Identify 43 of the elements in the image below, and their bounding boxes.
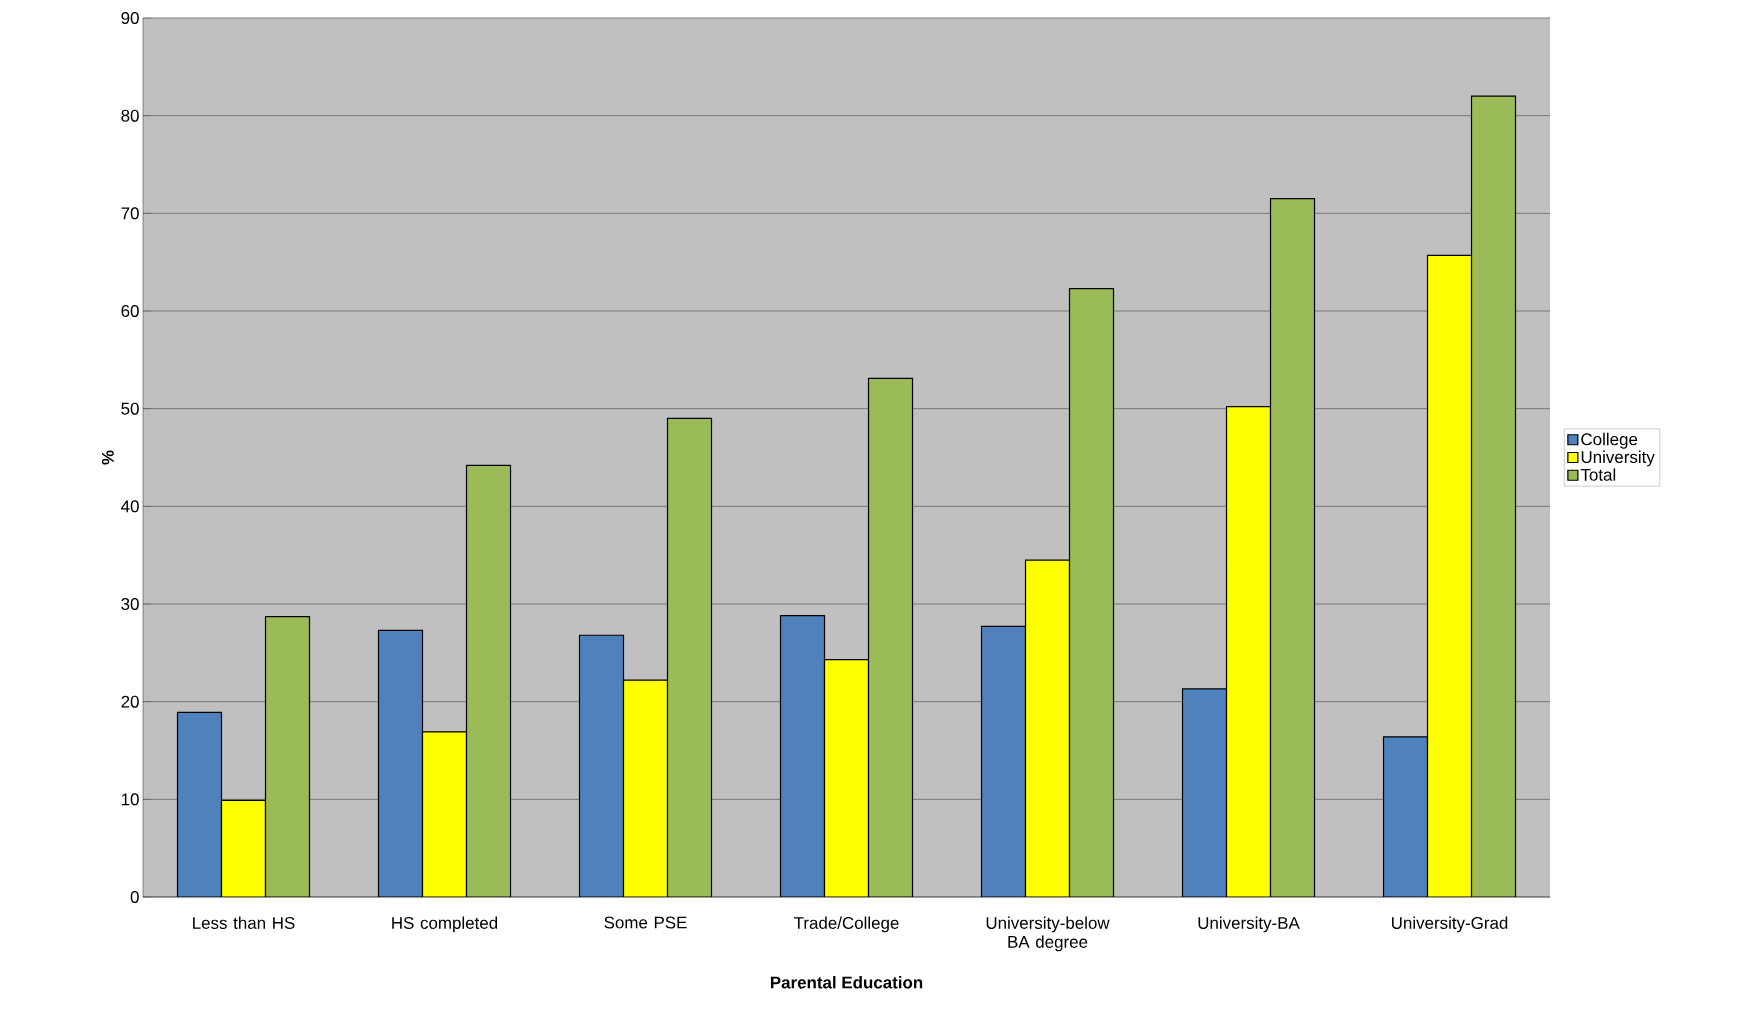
x-tick-label: University-Grad	[1392, 916, 1508, 933]
bar	[867, 377, 914, 897]
bar	[1269, 198, 1316, 897]
x-tick-label: University-BA	[1198, 916, 1300, 933]
bar	[980, 625, 1027, 897]
y-tick-label: 80	[121, 109, 139, 122]
bar	[220, 799, 267, 897]
x-tick-label: University-below BA degree	[986, 916, 1110, 952]
bar	[1426, 254, 1473, 897]
bar	[176, 711, 223, 897]
x-axis-title: Parental Education	[770, 976, 923, 989]
bar	[666, 417, 713, 897]
legend-label: Total	[1580, 468, 1616, 481]
y-axis-title: %	[101, 450, 114, 465]
y-tick-label: 0	[130, 891, 139, 903]
bar	[465, 464, 512, 897]
y-tick-label: 10	[121, 793, 139, 806]
legend-label: College	[1581, 432, 1638, 449]
x-tick-label: HS completed	[392, 916, 498, 933]
bar	[1470, 95, 1517, 897]
y-tick-label: 50	[121, 402, 139, 415]
bar	[779, 615, 826, 897]
x-tick-label: Less than HS	[193, 916, 295, 929]
x-tick-label: Some PSE	[604, 916, 687, 929]
bar	[1068, 287, 1115, 897]
bar	[823, 659, 870, 897]
bar	[1382, 736, 1429, 897]
y-tick-label: 60	[121, 305, 139, 317]
bar	[264, 616, 311, 897]
y-tick-label: 40	[121, 500, 139, 513]
x-tick-label: Trade/College	[794, 916, 899, 933]
y-tick-label: 30	[121, 598, 139, 610]
bar	[1225, 406, 1272, 897]
legend-label: University	[1581, 450, 1655, 467]
bar	[1181, 688, 1228, 897]
bar	[622, 679, 669, 897]
bar	[421, 731, 468, 897]
y-tick-label: 70	[121, 207, 139, 220]
y-tick-label: 20	[121, 695, 139, 708]
bar	[377, 629, 424, 897]
bar	[578, 634, 625, 897]
y-tick-label: 90	[121, 11, 139, 24]
bar	[1024, 559, 1071, 897]
